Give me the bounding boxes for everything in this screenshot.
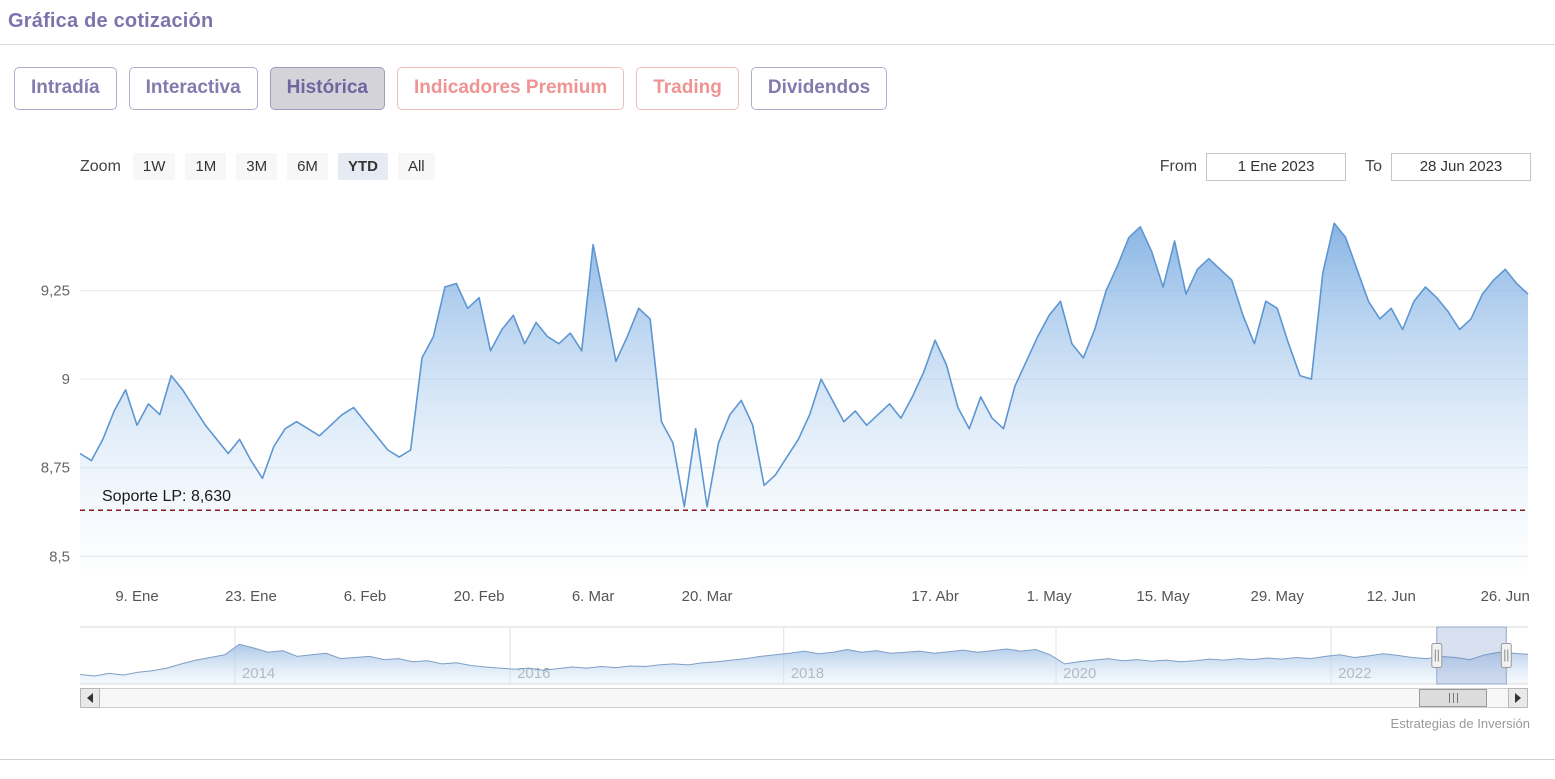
price-line <box>79 222 1529 508</box>
x-axis-label: 20. Mar <box>682 588 733 605</box>
zoom-button-3m[interactable]: 3M <box>236 153 278 181</box>
tab-indicadores-premium[interactable]: Indicadores Premium <box>396 67 625 110</box>
x-axis-label: 29. May <box>1251 588 1305 605</box>
footer-divider <box>0 758 1555 760</box>
navigator-area <box>80 644 1528 684</box>
x-axis-label: 9. Ene <box>115 588 158 605</box>
tab-intradia[interactable]: Intradía <box>14 67 117 110</box>
tab-trading[interactable]: Trading <box>636 67 739 110</box>
navigator-svg[interactable]: 20142016201820202022 <box>12 626 1531 688</box>
page-title: Gráfica de cotización <box>8 10 214 32</box>
right-arrow-icon <box>1515 692 1521 703</box>
zoom-label: Zoom <box>80 157 121 175</box>
chart-toolbar: Zoom 1W 1M 3M 6M YTD All From To <box>80 152 1531 182</box>
chart-credit: Estrategias de Inversión <box>1390 715 1530 731</box>
date-range-controls: From To <box>1159 152 1531 181</box>
tab-dividendos[interactable]: Dividendos <box>750 67 888 110</box>
navigator-handle[interactable] <box>1431 642 1443 668</box>
navigator-handle[interactable] <box>1500 642 1512 668</box>
left-arrow-icon <box>87 692 93 703</box>
x-axis-label: 26. Jun <box>1481 588 1530 605</box>
navigator-line <box>79 643 1529 677</box>
zoom-button-1w[interactable]: 1W <box>132 153 176 181</box>
scrollbar-left-button[interactable] <box>80 687 100 708</box>
price-area <box>80 223 1528 574</box>
support-label: Soporte LP: 8,630 <box>102 488 231 505</box>
page-header: Gráfica de cotización <box>0 0 1555 45</box>
x-axis-label: 12. Jun <box>1367 588 1416 605</box>
tab-interactiva[interactable]: Interactiva <box>128 67 258 110</box>
scrollbar-track[interactable] <box>100 687 1508 708</box>
x-axis-label: 6. Mar <box>572 588 615 605</box>
x-axis-label: 17. Abr <box>911 588 959 605</box>
scrollbar-grip-icon <box>1448 692 1458 703</box>
y-axis-label: 9,25 <box>41 282 70 299</box>
zoom-button-all[interactable]: All <box>397 153 435 181</box>
x-axis-label: 6. Feb <box>344 588 387 605</box>
y-axis-label: 8,75 <box>41 459 70 476</box>
x-axis-label: 23. Ene <box>225 588 277 605</box>
view-tabs: Intradía Interactiva Histórica Indicador… <box>14 67 1541 110</box>
navigator-selection[interactable] <box>1436 626 1507 685</box>
from-date-input[interactable] <box>1206 152 1347 181</box>
scrollbar-thumb[interactable] <box>1419 688 1487 707</box>
main-chart-svg[interactable]: 9,25 9 8,75 8,5 Soporte LP: 8,630 9. Ene 23. E… <box>12 194 1531 608</box>
x-axis-label: 15. May <box>1136 588 1190 605</box>
to-label: To <box>1365 157 1382 175</box>
from-label: From <box>1159 157 1198 175</box>
x-axis-label: 1. May <box>1027 588 1073 605</box>
scrollbar <box>80 687 1528 708</box>
x-axis-label: 20. Feb <box>454 588 505 605</box>
zoom-button-1m[interactable]: 1M <box>185 153 227 181</box>
y-axis-label: 9 <box>62 371 70 388</box>
to-date-input[interactable] <box>1391 152 1531 181</box>
tab-historica[interactable]: Histórica <box>269 67 385 110</box>
zoom-button-ytd[interactable]: YTD <box>337 153 388 181</box>
y-axis-label: 8,5 <box>49 548 70 565</box>
zoom-button-6m[interactable]: 6M <box>287 153 328 181</box>
scrollbar-right-button[interactable] <box>1508 687 1528 708</box>
